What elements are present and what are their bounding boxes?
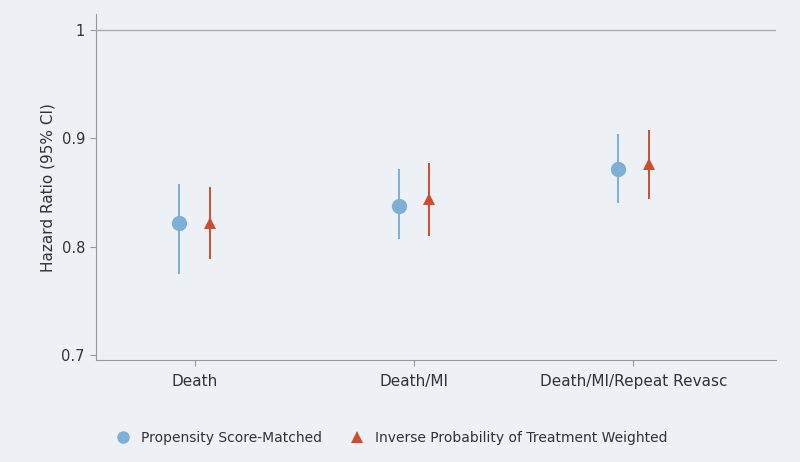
Y-axis label: Hazard Ratio (95% CI): Hazard Ratio (95% CI) xyxy=(41,103,56,272)
Legend: Propensity Score-Matched, Inverse Probability of Treatment Weighted: Propensity Score-Matched, Inverse Probab… xyxy=(104,426,673,450)
